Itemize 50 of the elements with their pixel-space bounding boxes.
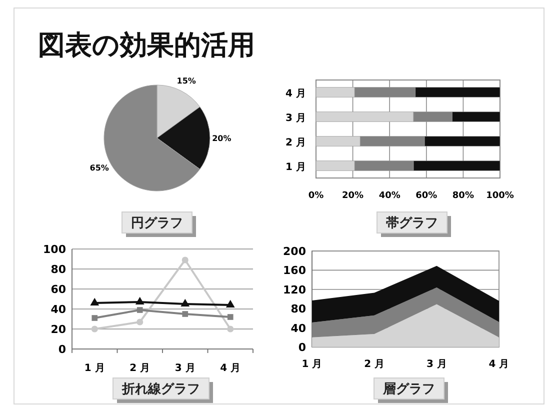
x-tick-label: 4 月 [488, 359, 510, 370]
y-tick-label: 80 [290, 302, 306, 316]
y-tick-label: 2 月 [286, 137, 306, 148]
point [135, 296, 144, 305]
y-tick-label: 1 月 [286, 162, 306, 173]
y-tick-label: 100 [43, 243, 66, 256]
data-label: 65% [90, 163, 109, 172]
y-tick-label: 20 [50, 323, 66, 336]
text: 円グラフ [131, 216, 183, 231]
y-tick-label: 40 [290, 322, 306, 335]
y-tick-label: 0 [298, 341, 306, 354]
data-label: 15% [176, 76, 196, 86]
x-tick-label: 3 月 [174, 363, 196, 374]
x-tick-label: 100% [486, 191, 514, 201]
y-tick-label: 4 月 [286, 88, 306, 100]
point [227, 326, 234, 332]
text: 帯グラフ [386, 216, 438, 231]
point [182, 256, 188, 264]
x-tick-label: 3 月 [426, 359, 447, 370]
y-tick-label: 3 月 [286, 112, 306, 124]
x-tick-label: 40% [378, 191, 400, 201]
x-tick-label: 2 月 [364, 359, 385, 370]
x-tick-label: 0% [308, 191, 324, 201]
point [90, 298, 100, 306]
point [226, 300, 235, 308]
point [91, 326, 98, 332]
x-tick-label: 1 月 [302, 359, 322, 370]
y-tick-label: 160 [283, 264, 306, 278]
x-tick-label: 60% [416, 191, 438, 201]
point [92, 315, 98, 321]
text: 折れ線グラフ [121, 382, 200, 397]
point [182, 311, 188, 317]
point [136, 318, 144, 326]
text: 層グラフ [382, 382, 435, 397]
x-tick-label: 2 月 [130, 363, 150, 374]
y-tick-label: 120 [283, 283, 306, 296]
y-tick-label: 0 [58, 343, 66, 356]
y-tick-label: 60 [50, 283, 66, 296]
x-tick-label: 4 月 [220, 363, 241, 374]
point [136, 307, 143, 313]
text: 図表の効果的活用 [38, 30, 255, 61]
y-tick-label: 40 [50, 303, 66, 316]
point [227, 314, 234, 320]
y-tick-label: 80 [50, 263, 66, 276]
x-tick-label: 1 月 [84, 363, 105, 374]
point [180, 298, 190, 307]
y-tick-label: 200 [283, 245, 306, 258]
x-tick-label: 20% [342, 191, 364, 201]
x-tick-label: 80% [452, 191, 474, 201]
data-label: 20% [212, 134, 232, 143]
